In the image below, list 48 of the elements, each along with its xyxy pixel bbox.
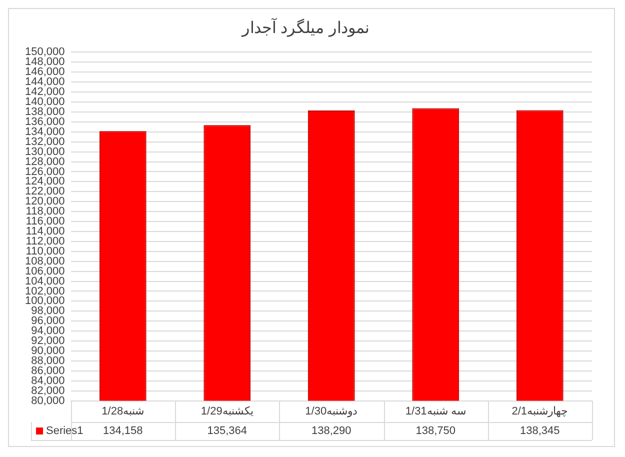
y-tick-label: 140,000	[24, 96, 65, 108]
y-tick-label: 100,000	[24, 295, 65, 308]
y-tick-label: 118,000	[26, 206, 65, 218]
y-tick-label: 102,000	[24, 285, 65, 298]
y-tick-label: 150,000	[24, 46, 65, 58]
y-tick-label: 110,000	[26, 245, 65, 258]
x-tick-label: چهارشنبه2/1	[512, 405, 568, 418]
data-label: 134,158	[103, 425, 143, 438]
y-tick-label: 134,000	[24, 126, 65, 138]
y-tick-label: 148,000	[24, 56, 65, 68]
y-tick-label: 136,000	[24, 116, 65, 128]
data-label: 138,290	[312, 425, 352, 438]
y-tick-label: 138,000	[24, 106, 65, 118]
y-tick-label: 80,000	[31, 394, 65, 407]
y-tick-label: 116,000	[26, 216, 65, 228]
y-tick-label: 128,000	[24, 156, 65, 168]
data-label: 135,364	[207, 425, 248, 438]
y-tick-label: 92,000	[31, 335, 65, 348]
y-tick-label: 82,000	[31, 384, 65, 397]
y-tick-label: 130,000	[24, 146, 65, 158]
x-tick-label: سه شنبه1/31	[405, 405, 466, 418]
y-tick-label: 106,000	[24, 265, 65, 278]
y-tick-label: 90,000	[31, 345, 65, 358]
y-tick-label: 122,000	[24, 186, 65, 198]
y-tick-label: 124,000	[24, 176, 65, 188]
y-tick-label: 126,000	[24, 166, 65, 178]
y-tick-label: 120,000	[24, 196, 65, 208]
y-tick-label: 84,000	[31, 374, 65, 387]
data-label: 138,750	[416, 425, 456, 438]
x-tick-label: یکشنبه1/29	[200, 405, 254, 418]
y-tick-label: 88,000	[31, 354, 65, 367]
x-tick-label: دوشنبه1/30	[305, 405, 358, 418]
y-tick-label: 114,000	[26, 226, 65, 238]
data-label: 138,345	[520, 425, 560, 438]
y-tick-label: 104,000	[24, 275, 65, 288]
y-tick-label: 112,000	[26, 235, 65, 248]
y-tick-label: 132,000	[24, 136, 65, 148]
y-tick-label: 94,000	[31, 325, 65, 338]
chart-title: نمودار میلگرد آجدار	[241, 17, 369, 38]
y-tick-label: 86,000	[31, 364, 65, 377]
y-tick-label: 96,000	[31, 315, 65, 328]
x-tick-label: شنبه1/28	[102, 405, 144, 418]
y-tick-label: 146,000	[24, 66, 65, 78]
legend-label: Series1	[46, 425, 84, 438]
y-tick-label: 144,000	[24, 76, 65, 88]
y-tick-label: 108,000	[24, 255, 65, 268]
y-tick-label: 142,000	[24, 86, 65, 98]
y-tick-label: 98,000	[31, 305, 65, 318]
